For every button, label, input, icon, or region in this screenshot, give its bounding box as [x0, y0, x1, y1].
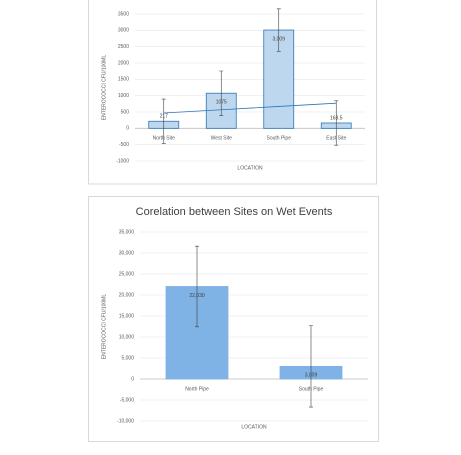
y-tick-label: 0: [131, 376, 134, 382]
x-axis-label: LOCATION: [237, 165, 263, 171]
data-label: 217: [160, 114, 169, 120]
y-tick-label: -10,000: [117, 418, 134, 424]
data-label: 3,009: [305, 373, 318, 379]
y-tick-label: 0: [126, 126, 129, 132]
x-tick-label: South Pipe: [267, 136, 292, 142]
data-label: 163.5: [330, 115, 343, 121]
chart-frame: [88, 0, 377, 185]
y-tick-label: 3500: [118, 11, 129, 17]
data-label: 22,030: [189, 293, 205, 299]
error-bar: [334, 100, 339, 146]
error-bar: [276, 8, 281, 52]
y-tick-label: 2500: [118, 44, 129, 50]
x-tick-label: West Site: [211, 136, 233, 142]
error-bar: [219, 70, 224, 116]
y-tick-label: 2000: [118, 60, 129, 66]
y-tick-label: 35,000: [119, 229, 135, 235]
chart-title: Corelation between Sites on Wet Events: [136, 206, 333, 218]
y-tick-label: 500: [121, 109, 130, 115]
error-bar: [195, 245, 199, 328]
trendline: [163, 102, 337, 114]
y-tick-label: 20,000: [119, 292, 135, 298]
chart-frame: [88, 196, 379, 442]
y-tick-label: 30,000: [119, 250, 135, 256]
y-tick-label: 3000: [118, 28, 129, 34]
y-axis-label: ENTEROCOCCI CFU/100ML: [101, 294, 107, 360]
x-tick-label: North Pipe: [185, 386, 209, 392]
y-tick-label: 15,000: [119, 313, 135, 319]
error-bar: [309, 325, 313, 408]
data-label: 1075: [216, 100, 227, 106]
y-tick-label: 10,000: [119, 334, 135, 340]
y-tick-label: 5,000: [121, 355, 134, 361]
y-tick-label: 1500: [118, 77, 129, 83]
data-label: 3,009: [272, 36, 285, 42]
y-tick-label: -5,000: [120, 397, 134, 403]
x-axis-label: LOCATION: [241, 424, 267, 430]
y-axis-label: ENTEROCOCCI CFU/100ML: [101, 55, 107, 121]
y-tick-label: -1000: [116, 158, 129, 164]
error-bar: [161, 98, 166, 144]
y-tick-label: -500: [119, 142, 129, 148]
y-tick-label: 25,000: [119, 271, 135, 277]
y-tick-label: 1000: [118, 93, 129, 99]
